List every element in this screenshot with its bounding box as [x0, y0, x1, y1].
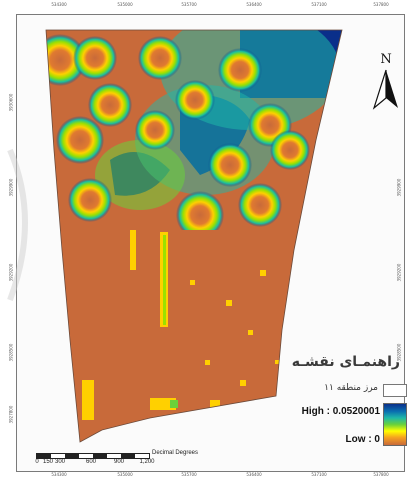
bottom-coordinate-ticks: 534300 535000 535700 536400 537100 53780… [16, 472, 404, 482]
scale-number: 300 [54, 459, 66, 465]
scale-numbers: 0 150 300 600 900 1,200 [32, 459, 232, 467]
left-tick: 3929200 [8, 263, 14, 282]
top-coordinate-ticks: 534300 535000 535700 536400 537100 53780… [16, 2, 404, 12]
bottom-tick: 535700 [181, 472, 197, 477]
scale-number: 600 [85, 459, 97, 465]
scale-number: 0 [35, 459, 39, 465]
bottom-tick: 537800 [373, 472, 389, 477]
scale-bar: Decimal Degrees 0 150 300 600 900 1,200 [32, 450, 232, 471]
boundary-label: مرز منطقه ۱۱ [324, 383, 378, 393]
right-tick: 3929200 [396, 263, 402, 282]
region-boundary [45, 29, 343, 443]
top-tick: 536400 [246, 2, 262, 7]
legend-title: راهنمـای نقشـه [291, 354, 400, 370]
map-legend: راهنمـای نقشـه مرز منطقه ۱۱ High : 0.052… [266, 346, 407, 456]
low-value-label: Low : 0 [345, 434, 380, 445]
watermark [7, 148, 28, 302]
boundary-swatch [383, 384, 407, 397]
north-letter: N [380, 52, 392, 67]
left-tick: 3928500 [8, 343, 14, 362]
bottom-tick: 534300 [51, 472, 67, 477]
scale-units: Decimal Degrees [152, 450, 199, 456]
bottom-tick: 536400 [246, 472, 262, 477]
scale-number: 150 [42, 459, 54, 465]
top-tick: 535700 [181, 2, 197, 7]
left-tick: 3930600 [8, 93, 14, 112]
left-tick: 3929900 [8, 178, 14, 197]
color-ramp [383, 403, 407, 446]
scale-bar-graphic [36, 453, 150, 459]
bottom-tick: 537100 [311, 472, 327, 477]
left-tick: 3927800 [8, 405, 14, 424]
north-arrow-icon [372, 69, 398, 110]
top-tick: 537100 [311, 2, 327, 7]
high-value-label: High : 0.0520001 [301, 406, 380, 417]
scale-number: 900 [113, 459, 125, 465]
bottom-tick: 535000 [117, 472, 133, 477]
top-tick: 537800 [373, 2, 389, 7]
north-arrow: N [371, 52, 401, 112]
heatmap-surface [46, 30, 342, 442]
top-tick: 535000 [117, 2, 133, 7]
top-tick: 534300 [51, 2, 67, 7]
scale-number: 1,200 [139, 459, 155, 465]
right-tick: 3929900 [396, 178, 402, 197]
